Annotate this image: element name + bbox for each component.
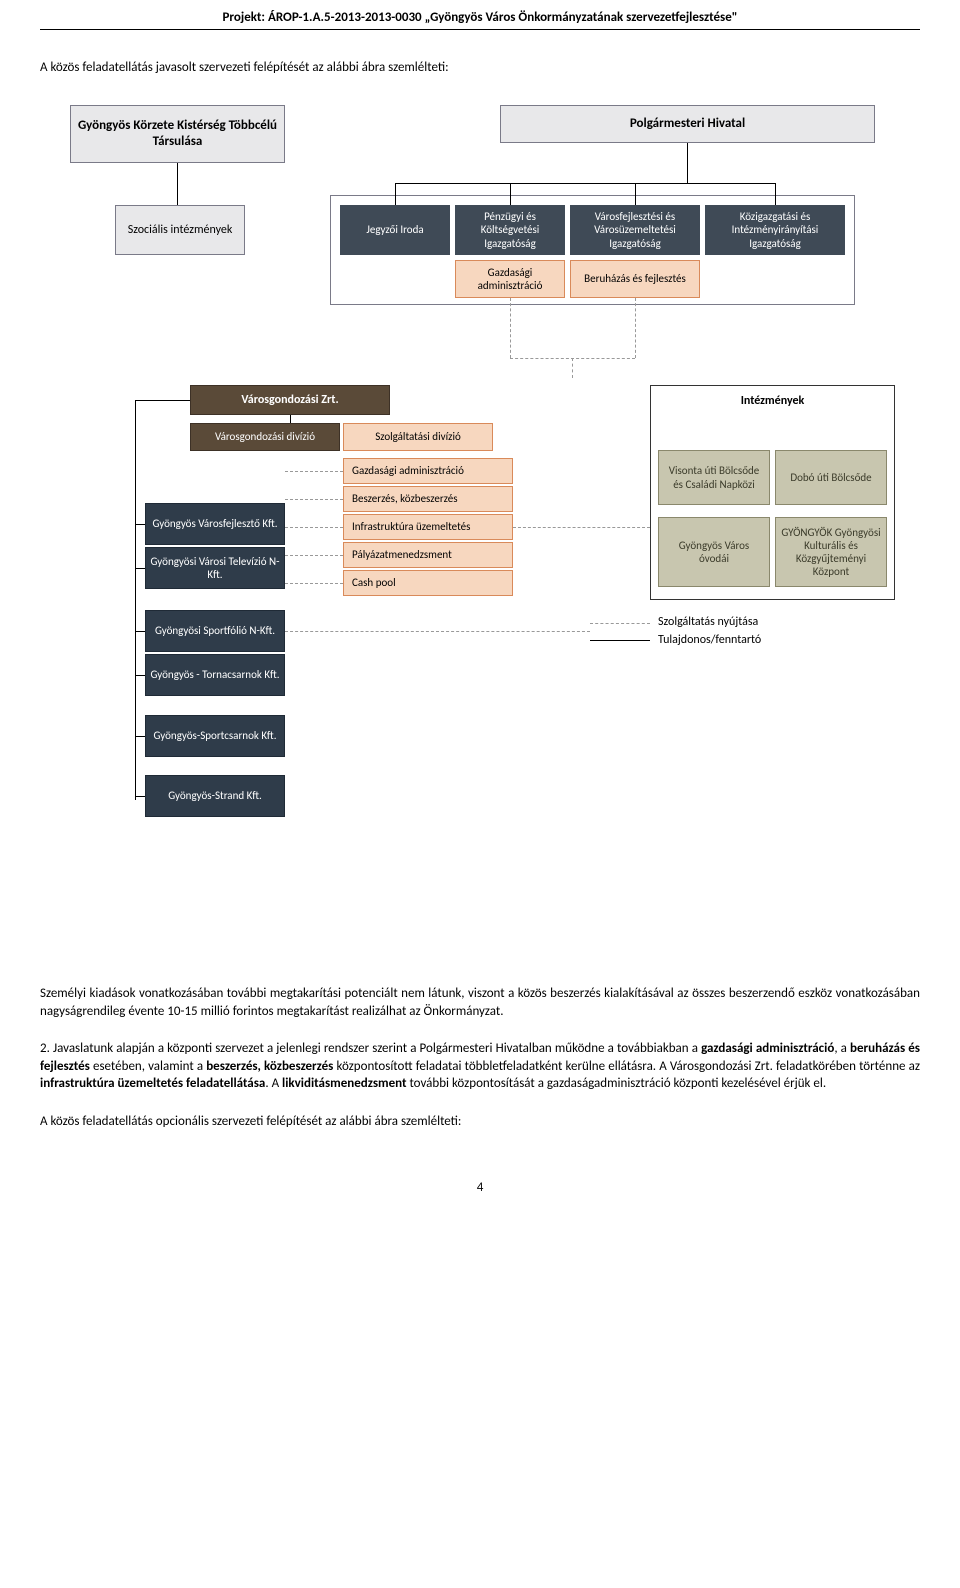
- connector-line: [135, 675, 145, 676]
- page-header: Projekt: ÁROP-1.A.5-2013-2013-0030 „Gyön…: [40, 0, 920, 30]
- connector-line: [290, 415, 291, 423]
- connector-line: [635, 183, 636, 205]
- connector-line: [510, 183, 511, 205]
- paragraph-3: A közös feladatellátás opcionális szerve…: [40, 1113, 920, 1131]
- connector-dashed: [510, 298, 511, 358]
- connector-dashed: [285, 527, 343, 528]
- connector-line: [135, 400, 190, 401]
- header-text: Projekt: ÁROP-1.A.5-2013-2013-0030 „Gyön…: [223, 10, 738, 25]
- node-korzete: Gyöngyös Körzete Kistérség Többcélú Társ…: [70, 105, 285, 163]
- node-kft5: Gyöngyös-Sportcsarnok Kft.: [145, 715, 285, 757]
- node-kft1: Gyöngyös Városfejlesztő Kft.: [145, 503, 285, 545]
- node-szolgdiv: Szolgáltatási divízió: [343, 423, 493, 451]
- connector-line: [177, 163, 178, 205]
- connector-line: [775, 183, 776, 205]
- node-zrt: Városgondozási Zrt.: [190, 385, 390, 415]
- node-kft6: Gyöngyös-Strand Kft.: [145, 775, 285, 817]
- connector-line: [135, 631, 145, 632]
- paragraph-1: Személyi kiadások vonatkozásában további…: [40, 985, 920, 1020]
- paragraph-2: 2. Javaslatunk alapján a központi szerve…: [40, 1040, 920, 1093]
- legend-legend2: Tulajdonos/fenntartó: [658, 633, 761, 647]
- connector-line: [135, 400, 136, 800]
- node-inst3: Gyöngyös Város óvodái: [658, 517, 770, 587]
- node-inst2: Dobó úti Bölcsőde: [775, 450, 887, 505]
- connector-line: [135, 524, 145, 525]
- node-vgdiv: Városgondozási divízió: [190, 423, 340, 451]
- page-number: 4: [40, 1180, 920, 1195]
- node-szolg1: Gazdasági adminisztráció: [343, 458, 513, 484]
- node-kozig: Közigazgatási és Intézményirányítási Iga…: [705, 205, 845, 255]
- connector-dashed: [513, 527, 650, 528]
- node-polg: Polgármesteri Hivatal: [500, 105, 875, 143]
- node-beruh: Beruházás és fejlesztés: [570, 260, 700, 298]
- node-kft4: Gyöngyös - Tornacsarnok Kft.: [145, 654, 285, 696]
- connector-line: [395, 183, 775, 184]
- node-kft2: Gyöngyösi Városi Televízió N-Kft.: [145, 547, 285, 589]
- node-jegyzoi: Jegyzői Iroda: [340, 205, 450, 255]
- connector-dashed: [590, 623, 650, 624]
- node-varosfejl_ig: Városfejlesztési és Városüzemeltetési Ig…: [570, 205, 700, 255]
- intro-paragraph: A közös feladatellátás javasolt szerveze…: [40, 60, 920, 75]
- node-szolg4: Pályázatmenedzsment: [343, 542, 513, 568]
- connector-dashed: [285, 631, 590, 632]
- connector-line: [135, 568, 145, 569]
- connector-dashed: [285, 499, 343, 500]
- connector-line: [590, 640, 650, 641]
- connector-line: [135, 796, 145, 797]
- connector-line: [135, 736, 145, 737]
- node-szolg2: Beszerzés, közbeszerzés: [343, 486, 513, 512]
- org-chart: Gyöngyös Körzete Kistérség Többcélú Társ…: [40, 105, 920, 965]
- connector-dashed: [572, 358, 573, 378]
- connector-line: [395, 183, 396, 205]
- node-szolg5: Cash pool: [343, 570, 513, 596]
- node-inst1: Visonta úti Bölcsőde és Családi Napközi: [658, 450, 770, 505]
- connector-dashed: [285, 583, 343, 584]
- connector-line: [687, 143, 688, 183]
- node-gazd_admin: Gazdasági adminisztráció: [455, 260, 565, 298]
- node-kft3: Gyöngyösi Sportfólió N-Kft.: [145, 610, 285, 652]
- legend-legend1: Szolgáltatás nyújtása: [658, 615, 758, 629]
- node-szolg3: Infrastruktúra üzemeltetés: [343, 514, 513, 540]
- connector-dashed: [635, 298, 636, 358]
- connector-dashed: [285, 555, 343, 556]
- node-inst4: GYÖNGYÖK Gyöngyösi Kulturális és Közgyűj…: [775, 517, 887, 587]
- node-penzugyi: Pénzügyi és Költségvetési Igazgatóság: [455, 205, 565, 255]
- node-szoc: Szociális intézmények: [115, 205, 245, 255]
- connector-dashed: [285, 471, 343, 472]
